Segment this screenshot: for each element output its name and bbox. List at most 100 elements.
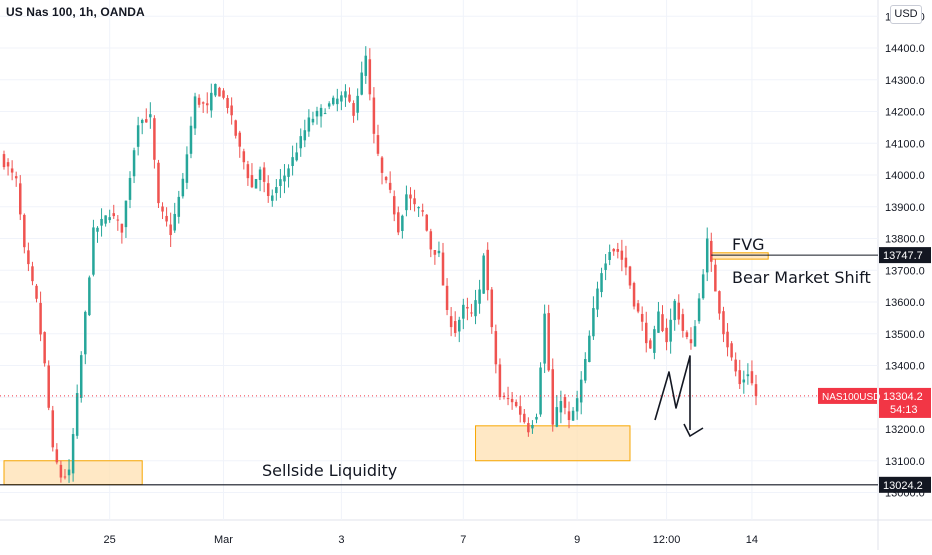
- bear-candle: [222, 88, 225, 100]
- bull-candle: [96, 226, 99, 243]
- candle-body: [189, 125, 193, 154]
- candle-body: [649, 340, 652, 349]
- candle-body: [441, 252, 445, 286]
- candle-body: [588, 335, 591, 363]
- bear-candle: [620, 239, 624, 272]
- candle-body: [291, 157, 294, 167]
- bear-candle: [372, 87, 376, 144]
- bull-candle: [84, 310, 87, 365]
- bear-candle: [39, 291, 42, 342]
- bear-candle: [201, 101, 205, 113]
- bull-candle: [193, 92, 197, 135]
- candle-body: [490, 289, 494, 328]
- candle-body: [246, 164, 250, 179]
- candle-body: [185, 154, 189, 183]
- bull-candle: [604, 254, 607, 281]
- bear-candle: [624, 245, 628, 276]
- candle-body: [327, 103, 331, 107]
- zigzag-arrow-line: [654, 355, 691, 430]
- bull-candle: [360, 61, 363, 96]
- bull-candle: [254, 178, 258, 189]
- bear-candle: [250, 163, 254, 189]
- time-tick-label: 3: [338, 534, 344, 546]
- candle-body: [364, 55, 368, 76]
- candle-body: [624, 257, 628, 268]
- candle-body: [226, 98, 229, 108]
- bull-candle: [340, 91, 343, 111]
- candle-body: [92, 227, 95, 275]
- candle-body: [384, 176, 388, 181]
- bear-candle: [636, 299, 640, 314]
- bull-candle: [140, 118, 144, 135]
- candle-body: [466, 306, 469, 309]
- candle-body: [84, 311, 87, 355]
- time-tick-label: 12:00: [653, 534, 681, 546]
- bear-candle: [409, 187, 412, 211]
- candle-body: [600, 273, 603, 293]
- candle-body: [531, 424, 534, 429]
- bear-candle: [10, 160, 14, 181]
- price-tick-label: 13600.0: [885, 297, 925, 309]
- price-tick-label: 13800.0: [885, 234, 925, 246]
- bull-candle: [600, 267, 603, 298]
- bear-candle: [486, 242, 489, 301]
- bull-candle: [697, 293, 701, 324]
- bear-candle: [510, 392, 514, 410]
- bear-candle: [429, 228, 433, 258]
- fvg-price-badge: 13747.7: [883, 250, 923, 262]
- candle-body: [661, 314, 664, 332]
- levels-layer: [0, 254, 878, 486]
- candle-body: [514, 401, 518, 407]
- bear-candle: [120, 223, 124, 244]
- bear-candle: [266, 175, 270, 203]
- bull-candle: [705, 227, 709, 282]
- bear-candle: [384, 176, 388, 184]
- candle-body: [689, 339, 693, 344]
- candle-body: [486, 249, 489, 291]
- price-tick-label: 13700.0: [885, 265, 925, 277]
- bull-candle: [128, 171, 132, 209]
- bear-candle: [547, 304, 550, 372]
- candle-body: [592, 308, 595, 337]
- bear-candle: [2, 150, 6, 170]
- time-tick-label: 9: [574, 534, 580, 546]
- candle-body: [319, 107, 323, 117]
- symbol-tag: NAS100USD: [822, 392, 880, 403]
- bull-candle: [673, 298, 676, 331]
- bull-candle: [311, 111, 315, 126]
- bear-candle: [689, 327, 693, 350]
- time-tick-label: 14: [746, 534, 758, 546]
- price-tick-label: 13400.0: [885, 361, 925, 373]
- bull-candle: [588, 330, 591, 363]
- candle-body: [714, 264, 717, 292]
- bull-candle: [584, 352, 587, 384]
- candle-body: [575, 398, 579, 412]
- bull-candle: [275, 179, 278, 201]
- bear-candle: [6, 158, 10, 176]
- zones-layer: [3, 252, 769, 486]
- bear-candle: [380, 155, 384, 185]
- candle-body: [746, 374, 750, 377]
- bear-candle: [19, 175, 22, 221]
- bear-candle: [563, 394, 567, 415]
- bull-candle: [303, 119, 307, 148]
- currency-button[interactable]: USD: [890, 5, 922, 24]
- bear-candle: [218, 86, 221, 97]
- candle-body: [23, 214, 26, 248]
- bull-candle: [531, 420, 534, 434]
- bull-candle: [124, 200, 128, 238]
- bull-candle: [287, 164, 290, 188]
- time-axis[interactable]: 25 Mar 3 7 9 12:00 14: [104, 534, 758, 546]
- bull-candle: [210, 83, 213, 118]
- candle-body: [425, 214, 428, 231]
- bear-candle: [197, 94, 201, 108]
- bull-candle: [323, 108, 327, 115]
- candle-body: [307, 117, 311, 132]
- candle-body: [710, 240, 713, 262]
- candle-body: [153, 118, 156, 160]
- bear-candle: [14, 171, 18, 187]
- candle-body: [604, 263, 607, 270]
- candle-body: [405, 194, 408, 211]
